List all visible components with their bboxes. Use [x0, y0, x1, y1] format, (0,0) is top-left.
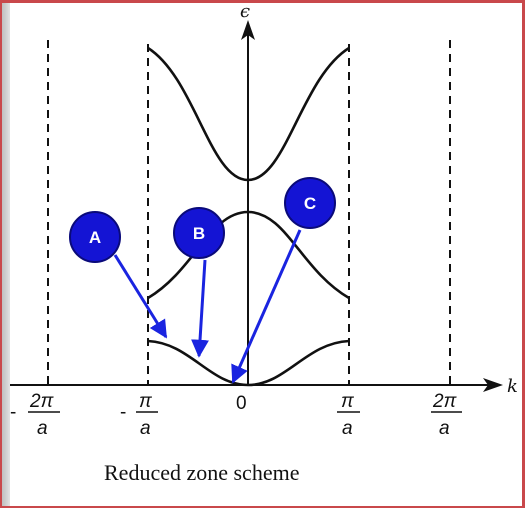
frame-top-border: [0, 0, 525, 3]
band-3-curve: [147, 46, 350, 182]
marker-c-label: C: [304, 194, 316, 213]
marker-c-circle: [284, 177, 336, 229]
tick-sign: -: [10, 402, 16, 423]
tick-zero: 0: [236, 393, 247, 414]
energy-axis-arrowhead: [241, 20, 255, 40]
marker-b-circle: [173, 207, 225, 259]
tick-numerator: 2π: [432, 391, 458, 412]
frame-right-border: [522, 0, 525, 508]
tick-sign: -: [120, 402, 126, 423]
band-1-curve: [147, 339, 350, 387]
marker-b: B: [173, 207, 225, 259]
diagram-caption: Reduced zone scheme: [104, 460, 299, 485]
tick-numerator: π: [341, 391, 355, 412]
frame-left-bar: [0, 0, 10, 508]
tick-denominator: a: [439, 418, 450, 439]
k-axis-label: k: [507, 376, 518, 397]
band-2-curve: [147, 210, 350, 300]
energy-axis-label: ϵ: [240, 1, 250, 22]
tick-denominator: a: [342, 418, 353, 439]
arrow-b: [191, 259, 209, 358]
tick-minus-2pi-over-a: - 2π a: [10, 391, 60, 439]
tick-numerator: π: [139, 391, 153, 412]
marker-a-label: A: [89, 228, 101, 247]
marker-a-circle: [69, 211, 121, 263]
frame-left-edge: [0, 0, 2, 508]
tick-pi-over-a: π a: [337, 391, 360, 439]
tick-numerator: 2π: [29, 391, 55, 412]
arrow-c: [231, 229, 302, 384]
frame-bottom-border: [0, 506, 525, 508]
arrow-a: [113, 254, 168, 339]
tick-denominator: a: [140, 418, 151, 439]
marker-b-label: B: [193, 224, 205, 243]
tick-numerator: 0: [236, 393, 247, 414]
tick-denominator: a: [37, 418, 48, 439]
k-axis-arrowhead: [483, 378, 503, 392]
marker-c: C: [284, 177, 336, 229]
tick-2pi-over-a: 2π a: [431, 391, 462, 439]
tick-minus-pi-over-a: - π a: [120, 391, 158, 439]
marker-a: A: [69, 211, 121, 263]
